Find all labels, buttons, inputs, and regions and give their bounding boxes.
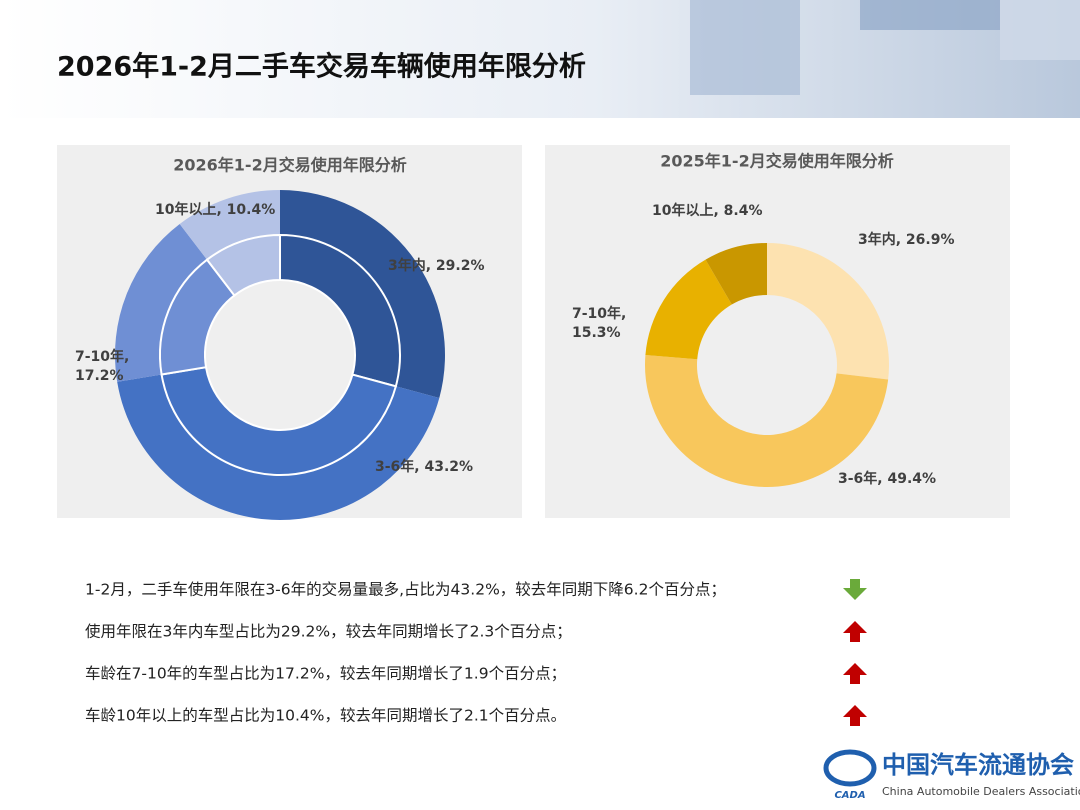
trend-arrow xyxy=(843,663,867,684)
slide-title: 2026年1-2月二手车交易车辆使用年限分析 xyxy=(57,51,586,83)
data-label: 10年以上, 10.4% xyxy=(155,201,275,218)
donut-slice xyxy=(767,243,889,380)
data-label: 3-6年, 43.2% xyxy=(375,458,473,475)
data-label: 3-6年, 49.4% xyxy=(838,470,936,487)
header-cube xyxy=(690,0,800,95)
donut-slice xyxy=(117,374,440,520)
trend-arrow xyxy=(843,579,867,600)
logo-short: CADA xyxy=(834,790,865,801)
logo: CADA 中国汽车流通协会 China Automobile Dealers A… xyxy=(823,749,1080,801)
data-label: 3年内, 29.2% xyxy=(388,257,485,274)
logo-name: 中国汽车流通协会 xyxy=(882,751,1074,779)
data-label: 3年内, 26.9% xyxy=(858,231,955,248)
trend-arrow xyxy=(843,621,867,642)
donut-slice xyxy=(160,366,398,476)
data-label: 17.2% xyxy=(75,368,124,384)
note-text: 车龄10年以上的车型占比为10.4%，较去年同期增长了2.1个百分点。 xyxy=(85,707,566,725)
chart-title: 2025年1-2月交易使用年限分析 xyxy=(660,152,893,171)
trend-arrow xyxy=(843,705,867,726)
note-text: 使用年限在3年内车型占比为29.2%，较去年同期增长了2.3个百分点； xyxy=(85,623,572,641)
data-label: 10年以上, 8.4% xyxy=(652,202,763,219)
donut-slice xyxy=(645,259,732,360)
note-text: 1-2月，二手车使用年限在3-6年的交易量最多,占比为43.2%，较去年同期下降… xyxy=(85,581,726,599)
donut-slice xyxy=(205,233,281,297)
data-label: 7-10年, xyxy=(75,348,129,365)
header-cube xyxy=(1000,0,1080,60)
header-cube xyxy=(860,0,1000,30)
data-label: 15.3% xyxy=(572,325,621,341)
donut-slice xyxy=(115,223,208,382)
logo-icon xyxy=(823,749,877,787)
donut-slice xyxy=(705,243,767,305)
chart-title: 2026年1-2月交易使用年限分析 xyxy=(173,156,406,175)
logo-english: China Automobile Dealers Association xyxy=(882,785,1080,798)
note-text: 车龄在7-10年的车型占比为17.2%，较去年同期增长了1.9个百分点； xyxy=(85,665,566,683)
donut-slice xyxy=(645,355,889,487)
data-label: 7-10年, xyxy=(572,305,626,322)
donut-slice xyxy=(179,190,280,260)
donut-slice xyxy=(279,233,401,388)
